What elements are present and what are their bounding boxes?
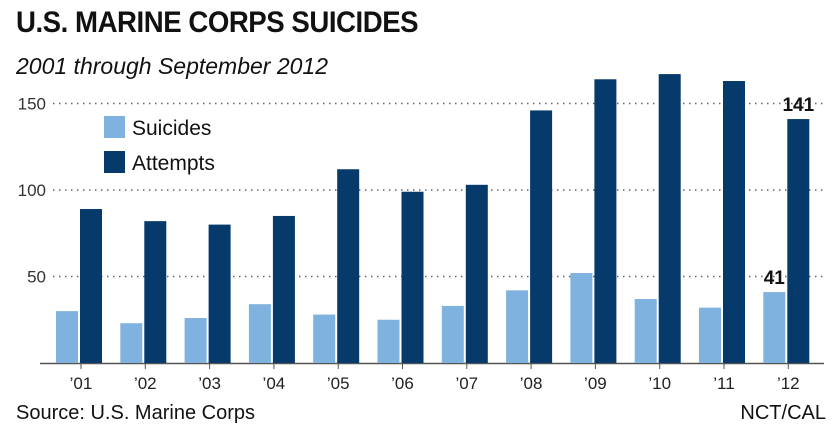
bar-suicides-10	[634, 298, 657, 363]
x-tick-label: ’11	[713, 374, 734, 393]
bar-attempts-1	[80, 209, 102, 363]
legend-label-0: Suicides	[132, 117, 211, 140]
bar-suicides-2	[120, 323, 143, 363]
bar-attempts-11	[723, 81, 745, 363]
bar-suicides-7	[441, 305, 464, 363]
bar-suicides-6	[377, 319, 400, 363]
bar-attempts-3	[208, 224, 231, 363]
grid-lines: 50 100 150	[18, 95, 824, 369]
x-tick-label: ’02	[134, 374, 157, 393]
x-tick-label: ’07	[455, 374, 478, 393]
legend-swatch-0	[104, 116, 125, 138]
bar-suicides-5	[313, 314, 336, 363]
x-tick-label: ’08	[520, 374, 543, 393]
bar-attempts-8	[530, 110, 553, 363]
legend: Suicides Attempts	[104, 116, 215, 175]
y-tick-label: 50	[27, 268, 46, 287]
bar-suicides-12	[763, 292, 786, 363]
bar-attempts-6	[401, 191, 424, 363]
legend-swatch-1	[104, 151, 125, 173]
chart-title: U.S. MARINE CORPS SUICIDES	[16, 6, 419, 39]
x-tick-label: ’01	[70, 374, 93, 393]
bars	[56, 74, 810, 363]
x-tick-label: ’05	[327, 374, 350, 393]
credit-note: NCT/CAL	[740, 402, 826, 424]
bar-attempts-5	[337, 169, 360, 363]
bar-attempts-10	[658, 74, 681, 363]
x-tick-label: ’04	[263, 374, 286, 393]
bar-suicides-3	[184, 318, 207, 363]
bar-suicides-4	[248, 304, 271, 363]
bar-suicides-9	[570, 273, 593, 363]
x-tick-label: ’03	[198, 374, 221, 393]
bar-attempts-2	[144, 221, 167, 363]
source-note: Source: U.S. Marine Corps	[16, 402, 255, 424]
bar-attempts-7	[465, 184, 488, 363]
bar-suicides-1	[56, 311, 78, 363]
data-label-suicides: 41	[764, 268, 786, 289]
labels: ’01 ’02 ’03 ’04 ’05 ’06 ’07 ’08 ’09 ’10 ’11 ’12 41 14…	[70, 95, 815, 393]
x-tick-label: ’09	[584, 374, 607, 393]
x-tick-label: ’10	[648, 374, 671, 393]
bar-attempts-12	[787, 119, 810, 363]
x-tick-label: ’12	[777, 374, 800, 393]
chart-subtitle: 2001 through September 2012	[16, 53, 329, 79]
data-label-attempts: 141	[782, 95, 814, 116]
x-tick-label: ’06	[391, 374, 414, 393]
y-tick-label: 100	[18, 181, 46, 200]
y-tick-label: 150	[18, 95, 46, 114]
bar-suicides-11	[699, 307, 721, 363]
bar-suicides-8	[506, 290, 529, 363]
bar-attempts-4	[272, 215, 295, 363]
legend-label-1: Attempts	[132, 152, 215, 175]
bar-attempts-9	[594, 79, 617, 363]
